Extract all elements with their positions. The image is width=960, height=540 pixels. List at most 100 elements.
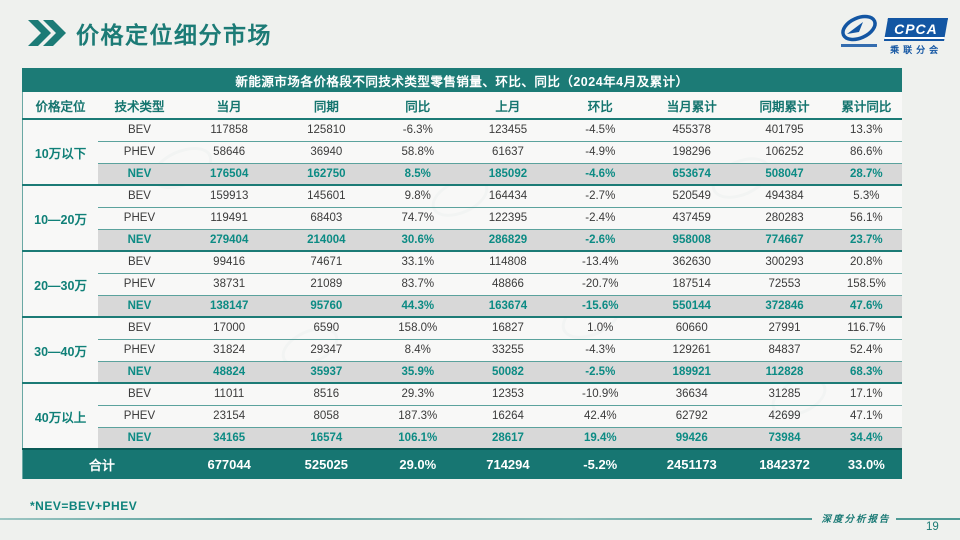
value-cell: 12353 [460, 382, 556, 405]
value-cell: 23.7% [830, 228, 902, 251]
value-cell: -4.9% [555, 140, 646, 163]
value-cell: 99426 [645, 426, 739, 449]
footer-rule-right [896, 518, 960, 520]
value-cell: 20.8% [830, 250, 902, 273]
table-row: 40万以上 BEV 11011 8516 29.3% 12353 -10.9% 36634 31… [22, 382, 902, 449]
value-cell: 27991 [738, 316, 831, 339]
value-cell: -2.6% [555, 228, 646, 251]
value-cell: 437459 [645, 206, 739, 229]
value-cell: 158.0% [375, 316, 461, 339]
value-cell: 36634 [645, 382, 739, 405]
value-cell: 106.1% [375, 426, 461, 449]
value-cell: 401795 [738, 118, 831, 141]
table-row: PHEV 119491 68403 74.7% 122395 -2.4% 437459 280… [23, 206, 902, 229]
value-cell: 62792 [645, 404, 739, 427]
total-value-cell: 525025 [277, 448, 376, 479]
value-cell: 47.6% [830, 294, 902, 317]
value-cell: -2.4% [555, 206, 646, 229]
table-row: 30—40万 BEV 17000 6590 158.0% 16827 1.0% 60660 27… [22, 316, 902, 383]
value-cell: 42699 [738, 404, 831, 427]
value-cell: 33255 [460, 338, 556, 361]
value-cell: 83.7% [375, 272, 461, 295]
value-cell: 48824 [180, 360, 278, 383]
value-cell: 21089 [277, 272, 376, 295]
value-cell: 86.6% [830, 140, 902, 163]
table-row: PHEV 23154 8058 187.3% 16264 42.4% 62792 42699 4… [23, 404, 902, 427]
value-cell: 116.7% [830, 316, 902, 339]
value-cell: 8516 [277, 382, 376, 405]
value-cell: 56.1% [830, 206, 902, 229]
value-cell: 362630 [645, 250, 739, 273]
table-row: 10—20万 BEV 159913 145601 9.8% 164434 -2.7% 5205… [22, 184, 902, 251]
value-cell: 60660 [645, 316, 739, 339]
value-cell: 6590 [277, 316, 376, 339]
tech-type-label: NEV [98, 426, 181, 449]
value-cell: 17000 [180, 316, 278, 339]
value-cell: 162750 [277, 162, 376, 185]
table-row: NEV 138147 95760 44.3% 163674 -15.6% 550144 372… [23, 294, 902, 317]
value-cell: 286829 [460, 228, 556, 251]
value-cell: 8058 [277, 404, 376, 427]
value-cell: 34165 [180, 426, 278, 449]
total-row: 合计 677044 525025 29.0% 714294 -5.2% 2451173 184… [22, 448, 902, 479]
table-row: 20—30万 BEV 99416 74671 33.1% 114808 -13.4% 3626… [22, 250, 902, 317]
value-cell: 73984 [738, 426, 831, 449]
value-cell: 455378 [645, 118, 739, 141]
value-cell: 176504 [180, 162, 278, 185]
cpca-subtitle: 乘联分会 [890, 45, 943, 55]
page-number: 19 [926, 521, 939, 533]
value-cell: 5.3% [830, 184, 902, 207]
value-cell: 35.9% [375, 360, 461, 383]
cpca-logo: CPCA 乘联分会 [837, 12, 949, 56]
footnote: *NEV=BEV+PHEV [30, 499, 138, 513]
tech-type-label: PHEV [98, 206, 181, 229]
value-cell: 84837 [738, 338, 831, 361]
table-row: PHEV 31824 29347 8.4% 33255 -4.3% 129261 84837 5… [23, 338, 902, 361]
value-cell: 28.7% [830, 162, 902, 185]
value-cell: 31285 [738, 382, 831, 405]
total-value-cell: 677044 [180, 448, 278, 479]
segment-table: 价格定位 技术类型 当月 同期 同比 上月 环比 当月累计 同期累计 累计同比 10万以下 BEV 11… [22, 92, 902, 479]
value-cell: 187514 [645, 272, 739, 295]
price-band-label: 30—40万 [22, 316, 99, 383]
col-header-9: 累计同比 [830, 92, 902, 120]
price-band-label: 20—30万 [22, 250, 99, 317]
value-cell: 189921 [645, 360, 739, 383]
value-cell: 145601 [277, 184, 376, 207]
value-cell: -13.4% [555, 250, 646, 273]
value-cell: 123455 [460, 118, 556, 141]
col-header-3: 同期 [277, 92, 376, 120]
value-cell: 44.3% [375, 294, 461, 317]
value-cell: 185092 [460, 162, 556, 185]
value-cell: 95760 [277, 294, 376, 317]
value-cell: 74671 [277, 250, 376, 273]
value-cell: 16264 [460, 404, 556, 427]
value-cell: 119491 [180, 206, 278, 229]
table-row: NEV 48824 35937 35.9% 50082 -2.5% 189921 112828… [23, 360, 902, 383]
value-cell: -4.3% [555, 338, 646, 361]
value-cell: 158.5% [830, 272, 902, 295]
value-cell: 11011 [180, 382, 278, 405]
value-cell: 61637 [460, 140, 556, 163]
value-cell: 72553 [738, 272, 831, 295]
table-row: PHEV 38731 21089 83.7% 48866 -20.7% 187514 7255… [23, 272, 902, 295]
footer-label: 深度分析报告 [821, 515, 891, 525]
price-band-label: 10—20万 [22, 184, 99, 251]
table-row: 10万以下 BEV 117858 125810 -6.3% 123455 -4.5% 4553… [22, 118, 902, 185]
value-cell: 34.4% [830, 426, 902, 449]
value-cell: 13.3% [830, 118, 902, 141]
value-cell: 38731 [180, 272, 278, 295]
value-cell: -6.3% [375, 118, 461, 141]
tech-type-label: BEV [98, 316, 181, 339]
value-cell: 42.4% [555, 404, 646, 427]
tech-type-label: NEV [98, 162, 181, 185]
value-cell: 520549 [645, 184, 739, 207]
value-cell: -4.6% [555, 162, 646, 185]
total-value-cell: 2451173 [645, 448, 739, 479]
value-cell: 159913 [180, 184, 278, 207]
value-cell: 1.0% [555, 316, 646, 339]
value-cell: 214004 [277, 228, 376, 251]
value-cell: 68.3% [830, 360, 902, 383]
value-cell: 550144 [645, 294, 739, 317]
